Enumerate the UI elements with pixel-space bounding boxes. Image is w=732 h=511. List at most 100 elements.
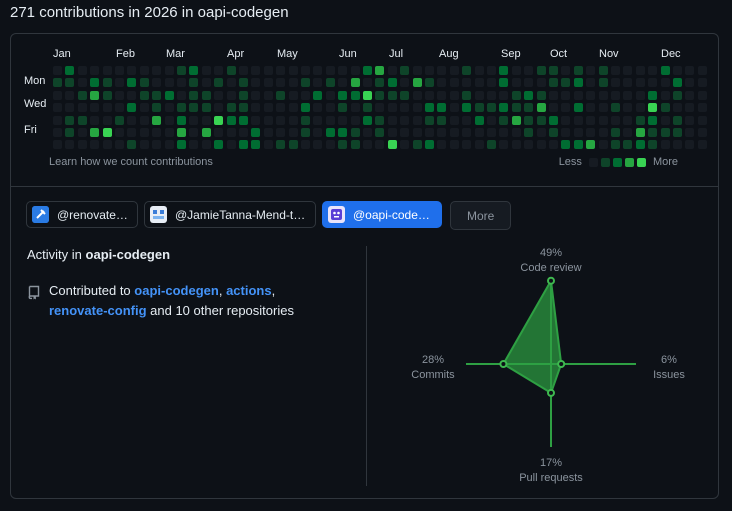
repo-link-oapi-codegen[interactable]: oapi-codegen (134, 283, 219, 298)
contribution-day (573, 103, 583, 113)
contribution-day (598, 140, 608, 150)
contribution-day (276, 103, 286, 113)
contribution-day (102, 140, 112, 150)
contribution-day (226, 140, 236, 150)
contribution-day (276, 90, 286, 100)
separator: , (271, 283, 276, 298)
code-review-label: Code review (520, 262, 581, 274)
contribution-day (573, 115, 583, 125)
contribution-day (499, 128, 509, 137)
contribution-day (189, 140, 199, 150)
contribution-day (561, 103, 571, 113)
contribution-day (313, 66, 323, 75)
more-orgs-button[interactable]: More (450, 201, 512, 230)
commits-point (499, 360, 508, 368)
repo-link-renovate-config[interactable]: renovate-config (49, 303, 147, 318)
renovatebot-avatar-icon (32, 206, 49, 223)
contribution-day (139, 140, 149, 150)
contribution-day (561, 140, 571, 150)
contribution-day (301, 115, 310, 125)
contribution-day (673, 128, 682, 137)
contribution-day (425, 103, 434, 113)
contribution-day (338, 115, 348, 125)
month-label: Aug (439, 48, 459, 60)
contribution-day (325, 103, 335, 113)
activity-heading: Activity in oapi-codegen (27, 247, 170, 262)
contribution-day (152, 66, 162, 75)
contribution-day (623, 115, 633, 125)
contribution-day (350, 115, 360, 125)
contribution-day (338, 128, 348, 137)
contribution-day (164, 66, 174, 75)
contribution-day (611, 140, 620, 150)
contribution-day (363, 78, 372, 88)
contribution-day (598, 78, 608, 88)
legend-swatch (600, 157, 610, 167)
contribution-day (635, 115, 645, 125)
contribution-day (102, 66, 112, 75)
contribution-day (127, 66, 137, 75)
contribution-day (65, 103, 75, 113)
contribution-day (635, 140, 645, 150)
contribution-day (474, 66, 484, 75)
contribution-day (623, 103, 633, 113)
contribution-day (164, 140, 174, 150)
org-button-jamietanna[interactable]: @JamieTanna-Mend-testing (144, 201, 316, 228)
contribution-day (288, 78, 298, 88)
contribution-day (685, 103, 695, 113)
day-label: Fri (24, 124, 37, 136)
month-label: Oct (550, 48, 568, 60)
learn-contributions-link[interactable]: Learn how we count contributions (49, 156, 213, 168)
contribution-day (301, 103, 310, 113)
contribution-day (412, 128, 422, 137)
contribution-day (673, 140, 682, 150)
contribution-day (511, 90, 521, 100)
contribution-day (437, 90, 447, 100)
org-button-renovatebot[interactable]: @renovatebot (26, 201, 138, 228)
contribution-day (102, 103, 112, 113)
contribution-day (561, 90, 571, 100)
contribution-day (375, 128, 385, 137)
contribution-day (511, 103, 521, 113)
contribution-day (325, 66, 335, 75)
contribution-day (536, 103, 546, 113)
contribution-day (375, 90, 385, 100)
activity-prefix: Activity in (27, 247, 82, 262)
contribution-day (90, 103, 100, 113)
contribution-day (524, 128, 534, 137)
contribution-day (127, 128, 137, 137)
contribution-day (425, 140, 434, 150)
contribution-day (573, 128, 583, 137)
contribution-day (660, 78, 670, 88)
contribution-day (425, 128, 434, 137)
contribution-day (77, 66, 87, 75)
contribution-day (400, 115, 410, 125)
contribution-day (201, 103, 211, 113)
org-button-oapi-codegen[interactable]: @oapi-codegen (322, 201, 442, 228)
contribution-day (697, 115, 707, 125)
contribution-day (623, 78, 633, 88)
repo-link-actions[interactable]: actions (226, 283, 272, 298)
contribution-day (611, 103, 620, 113)
month-label: Nov (599, 48, 619, 60)
contribution-day (226, 78, 236, 88)
legend-swatch (624, 157, 634, 167)
separator: , (218, 283, 223, 298)
month-label: May (277, 48, 298, 60)
contribution-day (251, 128, 261, 137)
contribution-day (115, 140, 124, 150)
contribution-day (251, 103, 261, 113)
contribution-day (425, 115, 434, 125)
contribution-day (561, 66, 571, 75)
contribution-day (177, 103, 186, 113)
contribution-day (487, 66, 496, 75)
contribution-day (288, 66, 298, 75)
contribution-day (375, 115, 385, 125)
contribution-day (487, 90, 496, 100)
radar-polygon (502, 277, 563, 395)
contribution-day (127, 115, 137, 125)
contribution-day (611, 66, 620, 75)
org-label: @JamieTanna-Mend-testing (175, 207, 307, 222)
contribution-day (511, 140, 521, 150)
contribution-day (462, 140, 472, 150)
